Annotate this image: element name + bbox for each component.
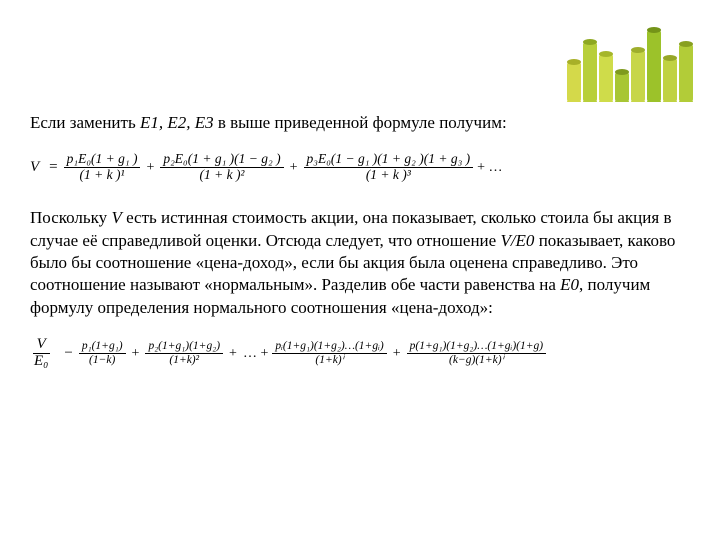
equals-sign: −: [64, 345, 72, 362]
formula1-term: p₁E₀(1 + g₁ )(1 + k )¹: [64, 152, 141, 183]
p2-a: Поскольку: [30, 208, 111, 227]
intro-paragraph: Если заменить Е1, Е2, Е3 в выше приведен…: [30, 112, 690, 134]
p2-VE0: V/E0: [500, 231, 534, 250]
formula1-lhs: V: [30, 159, 39, 176]
plus-sign: +: [290, 160, 298, 176]
formula-1: V = p₁E₀(1 + g₁ )(1 + k )¹ + p₂E₀(1 + g₁ )(1…: [30, 152, 690, 183]
equals-sign: =: [49, 159, 57, 176]
plus-sign: +: [393, 346, 401, 362]
p2-V: V: [111, 208, 121, 227]
intro-vars: Е1, Е2, Е3: [140, 113, 214, 132]
intro-text-post: в выше приведенной формуле получим:: [214, 113, 507, 132]
formula2-term: pᵢ(1+g₁)(1+g₂)…(1+gᵢ)(1+k)ⁱ: [272, 340, 386, 366]
p2-E0: Е0: [560, 275, 579, 294]
plus-sign: +: [132, 346, 140, 362]
slide-body: Если заменить Е1, Е2, Е3 в выше приведен…: [30, 112, 690, 394]
formula1-term: p₂E₀(1 + g₁ )(1 − g₂ )(1 + k )²: [160, 152, 283, 183]
intro-text-pre: Если заменить: [30, 113, 140, 132]
plus-sign: +: [229, 346, 237, 362]
plus-sign: +: [146, 160, 154, 176]
decorative-bar-chart: [562, 12, 702, 102]
formula2-lhs: VE₀: [30, 337, 52, 370]
formula-2: VE₀−p₁(1+g₁)(1−k) + p₂(1+g₁)(1+g₂)(1+k)² + ……: [30, 337, 690, 370]
formula1-term: p₃E₀(1 − g₁ )(1 + g₂ )(1 + g₃ )(1 + k )³: [304, 152, 474, 183]
formula2-term: p₁(1+g₁)(1−k): [79, 340, 126, 366]
mid-dots: … +: [243, 346, 268, 362]
formula2-term: p₂(1+g₁)(1+g₂)(1+k)²: [145, 340, 223, 366]
explanation-paragraph: Поскольку V есть истинная стоимость акци…: [30, 207, 690, 319]
trailing-dots: + …: [477, 160, 502, 176]
formula2-term: p(1+g₁)(1+g₂)…(1+gᵢ)(1+g)(k−g)(1+k)ⁱ: [407, 340, 546, 366]
